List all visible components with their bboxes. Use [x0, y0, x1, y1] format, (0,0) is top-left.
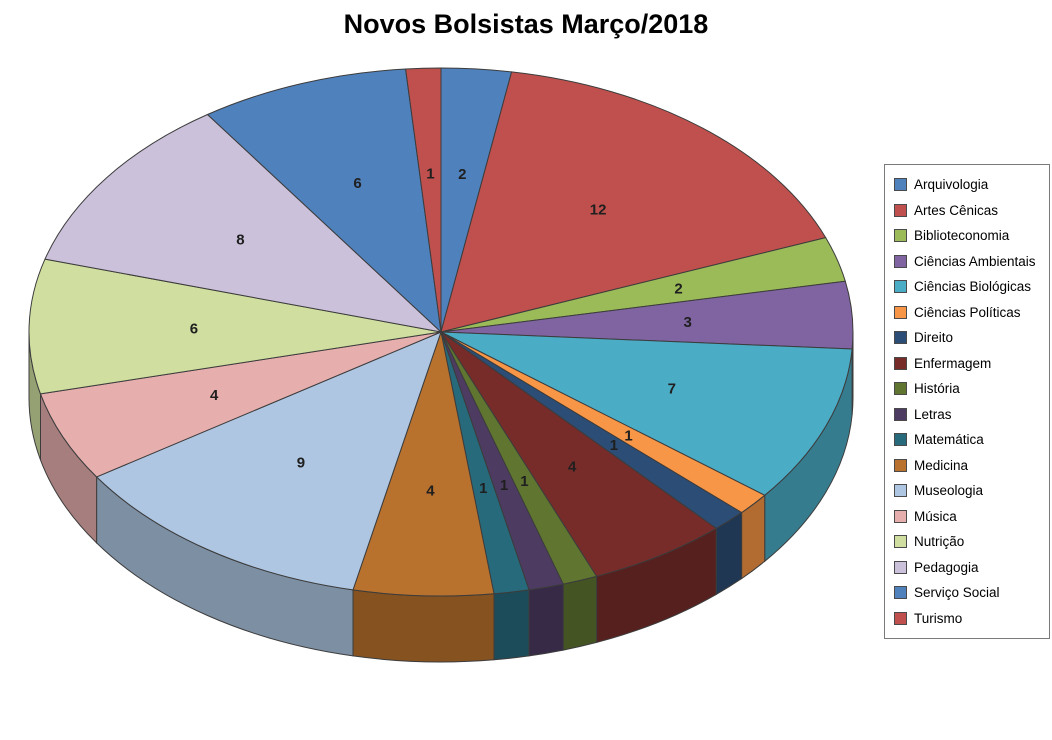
pie-slice — [440, 331, 853, 496]
data-label: 1 — [520, 473, 528, 490]
data-label: 1 — [610, 437, 618, 454]
legend-item: Ciências Ambientais — [894, 249, 1045, 275]
pie-slice — [28, 258, 442, 395]
legend-label: Direito — [914, 330, 954, 346]
data-label: 8 — [236, 231, 244, 248]
legend-swatch — [894, 178, 907, 192]
legend-swatch — [894, 560, 907, 574]
legend-item: Música — [894, 504, 1045, 530]
legend-label: Museologia — [914, 483, 984, 499]
legend-item: Arquivologia — [894, 172, 1045, 198]
legend-label: Nutrição — [914, 534, 965, 550]
data-label: 9 — [297, 455, 305, 472]
legend-label: Ciências Biológicas — [914, 279, 1032, 295]
legend-swatch — [894, 484, 907, 498]
legend-swatch — [894, 586, 907, 600]
legend-swatch — [894, 458, 907, 472]
legend-swatch — [894, 280, 907, 294]
legend: Arquivologia Artes Cênicas Biblioteconomia… — [884, 164, 1050, 639]
legend-item: Nutrição — [894, 529, 1045, 555]
legend-label: Serviço Social — [914, 585, 1000, 601]
legend-label: Medicina — [914, 457, 969, 473]
legend-swatch — [894, 229, 907, 243]
pie-slice-side — [562, 575, 598, 651]
legend-label: Artes Cênicas — [914, 202, 999, 218]
data-label: 1 — [500, 477, 508, 494]
legend-item: Ciências Políticas — [894, 300, 1045, 326]
legend-item: Medicina — [894, 453, 1045, 479]
data-label: 1 — [624, 427, 632, 444]
legend-swatch — [894, 407, 907, 421]
pie-slice-side — [528, 583, 564, 657]
legend-item: Direito — [894, 325, 1045, 351]
legend-item: Matemática — [894, 427, 1045, 453]
legend-swatch — [894, 331, 907, 345]
legend-swatch — [894, 382, 907, 396]
data-label: 1 — [426, 166, 434, 183]
legend-label: Ciências Ambientais — [914, 253, 1036, 269]
pie-slice — [40, 331, 442, 478]
legend-swatch — [894, 611, 907, 625]
legend-label: Turismo — [914, 610, 963, 626]
data-label: 3 — [684, 314, 692, 331]
legend-label: Enfermagem — [914, 355, 992, 371]
legend-item: História — [894, 376, 1045, 402]
legend-label: Música — [914, 508, 957, 524]
legend-label: Biblioteconomia — [914, 228, 1010, 244]
data-label: 6 — [190, 321, 198, 338]
pie-slice-side — [493, 589, 530, 661]
data-label: 1 — [479, 480, 487, 497]
chart-title: Novos Bolsistas Março/2018 — [343, 9, 709, 39]
legend-label: Arquivologia — [914, 177, 989, 193]
legend-label: História — [914, 381, 960, 397]
legend-item: Letras — [894, 402, 1045, 428]
legend-item: Ciências Biológicas — [894, 274, 1045, 300]
legend-swatch — [894, 509, 907, 523]
data-label: 4 — [568, 458, 577, 475]
legend-swatch — [894, 433, 907, 447]
legend-item: Serviço Social — [894, 580, 1045, 606]
legend-label: Ciências Políticas — [914, 304, 1021, 320]
pie-slice — [352, 331, 495, 597]
data-label: 6 — [353, 175, 361, 192]
legend-item: Pedagogia — [894, 555, 1045, 581]
data-label: 4 — [426, 482, 435, 499]
legend-swatch — [894, 305, 907, 319]
data-label: 7 — [668, 381, 676, 398]
data-label: 12 — [590, 202, 607, 219]
pie-slice — [44, 114, 442, 333]
data-label: 2 — [458, 166, 466, 183]
pie-slice — [96, 331, 442, 591]
legend-swatch — [894, 254, 907, 268]
legend-label: Letras — [914, 406, 952, 422]
legend-item: Turismo — [894, 606, 1045, 632]
legend-label: Pedagogia — [914, 559, 979, 575]
legend-item: Artes Cênicas — [894, 198, 1045, 224]
legend-swatch — [894, 356, 907, 370]
pie-slice — [440, 71, 827, 333]
pie-slice-side — [352, 589, 495, 663]
legend-swatch — [894, 535, 907, 549]
legend-item: Enfermagem — [894, 351, 1045, 377]
legend-swatch — [894, 203, 907, 217]
pie-slice — [440, 331, 717, 577]
legend-label: Matemática — [914, 432, 984, 448]
data-label: 4 — [210, 387, 219, 404]
legend-item: Biblioteconomia — [894, 223, 1045, 249]
pie-slice — [405, 67, 442, 333]
pie-slice — [207, 68, 442, 333]
legend-item: Museologia — [894, 478, 1045, 504]
data-label: 2 — [674, 280, 682, 297]
